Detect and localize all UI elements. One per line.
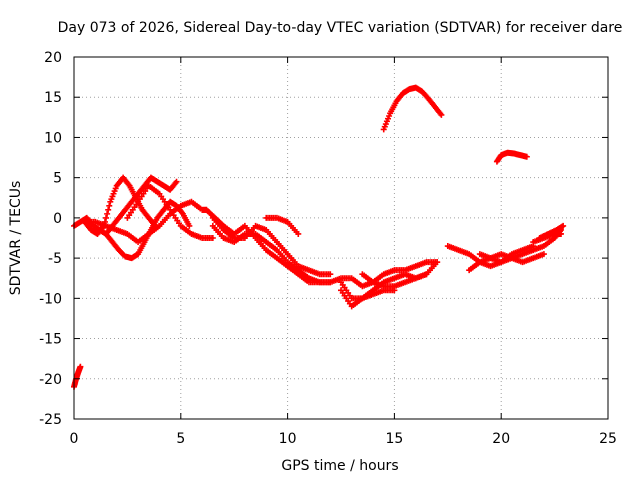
data-point xyxy=(438,111,445,118)
data-point xyxy=(423,271,430,278)
series-sat-f xyxy=(124,182,216,241)
data-point xyxy=(186,222,193,229)
y-tick-label: -15 xyxy=(39,332,62,348)
data-point xyxy=(523,153,530,160)
data-point xyxy=(558,230,565,237)
data-point xyxy=(77,363,84,370)
data-point xyxy=(295,230,302,237)
series-sat-m xyxy=(359,271,430,290)
data-point xyxy=(105,206,112,213)
y-tick-label: 15 xyxy=(44,90,62,106)
data-point xyxy=(560,222,567,229)
x-tick-label: 20 xyxy=(492,431,510,447)
x-tick-label: 10 xyxy=(279,431,297,447)
series-sat-a xyxy=(71,363,84,390)
y-tick-label: -25 xyxy=(39,412,62,428)
grid xyxy=(74,57,608,419)
data-points xyxy=(71,84,567,390)
plot-frame xyxy=(73,56,609,420)
data-point xyxy=(209,235,216,241)
series-sat-o xyxy=(493,149,530,165)
chart-title: Day 073 of 2026, Sidereal Day-to-day VTE… xyxy=(58,20,623,36)
y-tick-label: 0 xyxy=(53,211,62,227)
series-sat-j xyxy=(263,214,302,237)
axis-ticks: 0 5 10 15 20 25 -25 -20 -15 -10 -5 0 5 10 15 20 xyxy=(39,50,617,447)
y-tick-label: -20 xyxy=(39,372,62,388)
data-point xyxy=(173,178,180,185)
y-tick-label: 10 xyxy=(44,130,62,146)
series-sat-e xyxy=(81,198,210,246)
x-tick-label: 15 xyxy=(385,431,403,447)
series-sat-i xyxy=(203,206,334,286)
data-point xyxy=(104,210,111,217)
series-sat-r xyxy=(476,226,565,266)
data-point xyxy=(103,214,110,221)
x-tick-label: 5 xyxy=(176,431,185,447)
x-axis-label: GPS time / hours xyxy=(281,458,398,474)
data-point xyxy=(327,279,334,286)
data-point xyxy=(434,259,441,266)
x-tick-label: 25 xyxy=(599,431,617,447)
y-axis-label: SDTVAR / TECUs xyxy=(8,181,24,296)
y-tick-label: -5 xyxy=(48,251,62,267)
y-tick-label: -10 xyxy=(39,291,62,307)
series-sat-n xyxy=(380,84,445,133)
data-point xyxy=(106,202,113,209)
data-point xyxy=(327,271,334,278)
data-point xyxy=(540,251,547,258)
x-tick-label: 0 xyxy=(70,431,79,447)
y-tick-label: 20 xyxy=(44,50,62,66)
y-tick-label: 5 xyxy=(53,171,62,187)
series-sat-t xyxy=(536,222,567,241)
